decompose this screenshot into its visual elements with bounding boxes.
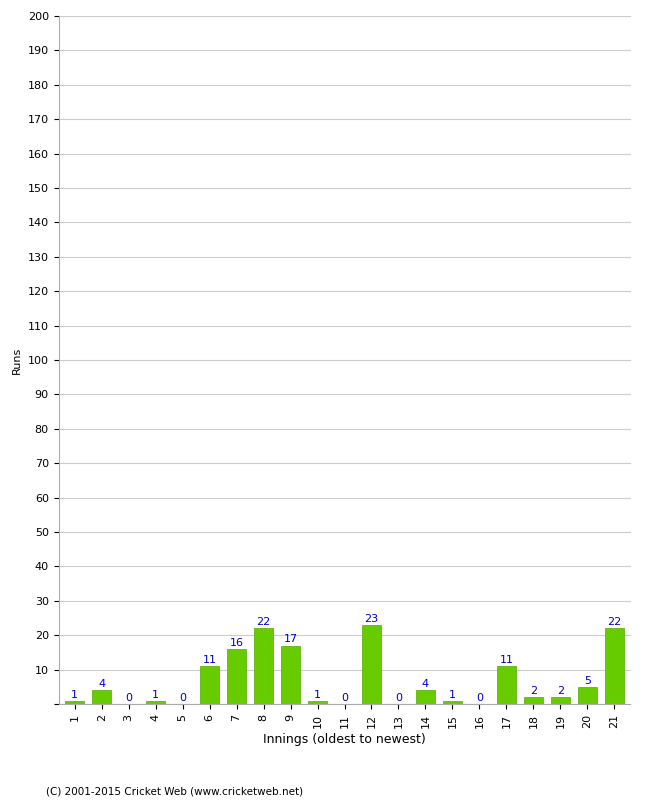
Text: 5: 5 [584,676,591,686]
Bar [308,701,327,704]
Text: 1: 1 [449,690,456,699]
Text: (C) 2001-2015 Cricket Web (www.cricketweb.net): (C) 2001-2015 Cricket Web (www.cricketwe… [46,786,303,796]
Text: 22: 22 [607,618,621,627]
Text: 0: 0 [476,693,483,703]
Text: 4: 4 [98,679,105,690]
Text: 0: 0 [395,693,402,703]
Bar [92,690,111,704]
Text: 22: 22 [257,618,270,627]
Text: 17: 17 [283,634,298,645]
Bar [65,701,84,704]
Text: 0: 0 [341,693,348,703]
Bar [578,686,597,704]
Text: 0: 0 [179,693,186,703]
Text: 11: 11 [499,655,514,665]
Bar [200,666,219,704]
Bar [524,697,543,704]
Bar [443,701,462,704]
Text: 1: 1 [314,690,321,699]
Bar [416,690,435,704]
Text: 1: 1 [72,690,78,699]
Bar [227,649,246,704]
Bar [605,628,624,704]
Bar [281,646,300,704]
Bar [362,625,381,704]
Text: 4: 4 [422,679,429,690]
Bar [254,628,273,704]
Text: 23: 23 [365,614,378,624]
Y-axis label: Runs: Runs [12,346,22,374]
Text: 1: 1 [152,690,159,699]
Bar [497,666,516,704]
Text: 2: 2 [557,686,564,696]
Text: 2: 2 [530,686,537,696]
Bar [551,697,570,704]
Text: 11: 11 [203,655,216,665]
X-axis label: Innings (oldest to newest): Innings (oldest to newest) [263,734,426,746]
Bar [146,701,165,704]
Text: 0: 0 [125,693,132,703]
Text: 16: 16 [229,638,244,648]
